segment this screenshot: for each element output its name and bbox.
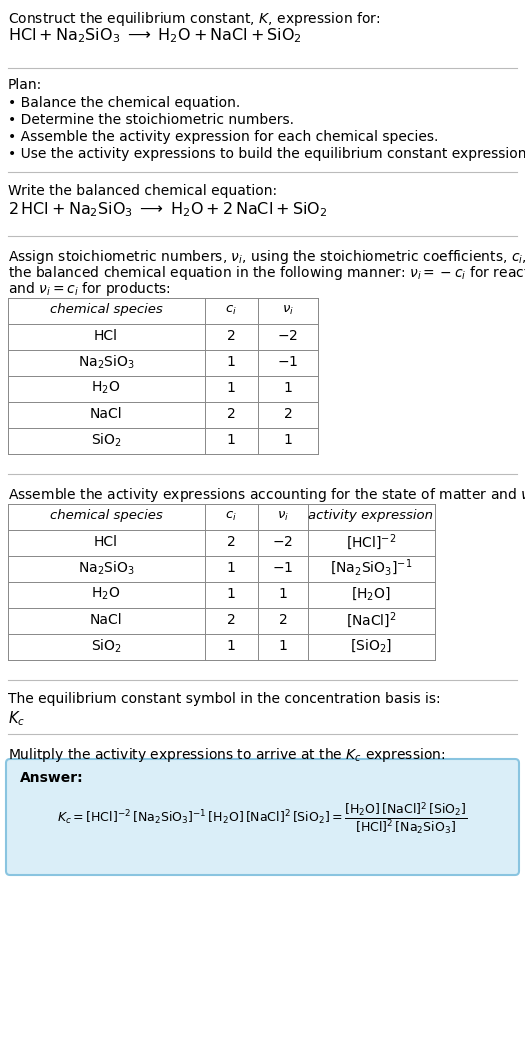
Text: 1: 1 — [227, 561, 235, 575]
Text: $\mathrm{Na_2SiO_3}$: $\mathrm{Na_2SiO_3}$ — [78, 353, 134, 370]
Text: $[\mathrm{SiO_2}]$: $[\mathrm{SiO_2}]$ — [350, 637, 392, 654]
FancyBboxPatch shape — [6, 759, 519, 875]
Text: 1: 1 — [284, 381, 292, 395]
Text: Answer:: Answer: — [20, 771, 83, 785]
Text: chemical species: chemical species — [50, 510, 162, 522]
Text: 1: 1 — [227, 587, 235, 601]
Text: $-1$: $-1$ — [277, 355, 299, 369]
Text: $K_c$: $K_c$ — [8, 709, 25, 728]
Text: 2: 2 — [227, 613, 235, 627]
Text: $[\mathrm{H_2O}]$: $[\mathrm{H_2O}]$ — [351, 585, 391, 602]
Text: $\mathrm{SiO_2}$: $\mathrm{SiO_2}$ — [90, 431, 121, 449]
Text: Write the balanced chemical equation:: Write the balanced chemical equation: — [8, 184, 277, 198]
Text: $\mathrm{Na_2SiO_3}$: $\mathrm{Na_2SiO_3}$ — [78, 560, 134, 577]
Text: Assemble the activity expressions accounting for the state of matter and $\nu_i$: Assemble the activity expressions accoun… — [8, 486, 525, 504]
Text: 2: 2 — [227, 535, 235, 549]
Text: HCl: HCl — [94, 535, 118, 549]
Text: Construct the equilibrium constant, $K$, expression for:: Construct the equilibrium constant, $K$,… — [8, 10, 381, 28]
Text: chemical species: chemical species — [50, 303, 162, 316]
Text: 1: 1 — [227, 355, 235, 369]
Text: 1: 1 — [284, 433, 292, 447]
Text: $-2$: $-2$ — [278, 329, 299, 343]
Text: activity expression: activity expression — [309, 510, 434, 522]
Text: HCl: HCl — [94, 329, 118, 343]
Text: and $\nu_i = c_i$ for products:: and $\nu_i = c_i$ for products: — [8, 280, 171, 298]
Text: 2: 2 — [284, 408, 292, 421]
Text: $c_i$: $c_i$ — [225, 303, 237, 317]
Text: $\nu_i$: $\nu_i$ — [277, 510, 289, 522]
Text: $\mathrm{H_2O}$: $\mathrm{H_2O}$ — [91, 586, 121, 602]
Text: $-2$: $-2$ — [272, 535, 293, 549]
Text: $K_c = [\mathrm{HCl}]^{-2}\,[\mathrm{Na_2SiO_3}]^{-1}\,[\mathrm{H_2O}]\,[\mathrm: $K_c = [\mathrm{HCl}]^{-2}\,[\mathrm{Na_… — [57, 800, 467, 836]
Text: $c_i$: $c_i$ — [225, 510, 237, 522]
Text: 1: 1 — [227, 433, 235, 447]
Text: $[\mathrm{NaCl}]^{2}$: $[\mathrm{NaCl}]^{2}$ — [345, 610, 396, 630]
Text: $\mathrm{SiO_2}$: $\mathrm{SiO_2}$ — [90, 637, 121, 654]
Text: 1: 1 — [279, 639, 288, 653]
Text: Assign stoichiometric numbers, $\nu_i$, using the stoichiometric coefficients, $: Assign stoichiometric numbers, $\nu_i$, … — [8, 248, 525, 266]
Text: $[\mathrm{HCl}]^{-2}$: $[\mathrm{HCl}]^{-2}$ — [346, 532, 396, 552]
Text: $\nu_i$: $\nu_i$ — [282, 303, 294, 317]
Text: $\mathrm{HCl + Na_2SiO_3 \;\longrightarrow\; H_2O + NaCl + SiO_2}$: $\mathrm{HCl + Na_2SiO_3 \;\longrightarr… — [8, 26, 302, 45]
Text: 2: 2 — [227, 329, 235, 343]
Text: Plan:: Plan: — [8, 78, 42, 92]
Text: • Assemble the activity expression for each chemical species.: • Assemble the activity expression for e… — [8, 130, 438, 144]
Text: Mulitply the activity expressions to arrive at the $K_c$ expression:: Mulitply the activity expressions to arr… — [8, 746, 445, 764]
Text: 1: 1 — [227, 639, 235, 653]
Text: the balanced chemical equation in the following manner: $\nu_i = -c_i$ for react: the balanced chemical equation in the fo… — [8, 264, 525, 282]
Text: NaCl: NaCl — [90, 613, 122, 627]
Text: NaCl: NaCl — [90, 408, 122, 421]
Text: • Balance the chemical equation.: • Balance the chemical equation. — [8, 96, 240, 110]
Text: The equilibrium constant symbol in the concentration basis is:: The equilibrium constant symbol in the c… — [8, 692, 440, 706]
Text: 2: 2 — [227, 408, 235, 421]
Text: $\mathrm{H_2O}$: $\mathrm{H_2O}$ — [91, 380, 121, 396]
Text: 1: 1 — [279, 587, 288, 601]
Text: 1: 1 — [227, 381, 235, 395]
Text: $-1$: $-1$ — [272, 561, 293, 575]
Text: • Determine the stoichiometric numbers.: • Determine the stoichiometric numbers. — [8, 113, 294, 127]
Text: • Use the activity expressions to build the equilibrium constant expression.: • Use the activity expressions to build … — [8, 147, 525, 161]
Text: $[\mathrm{Na_2SiO_3}]^{-1}$: $[\mathrm{Na_2SiO_3}]^{-1}$ — [330, 558, 412, 578]
Text: $\mathrm{2\,HCl + Na_2SiO_3 \;\longrightarrow\; H_2O + 2\,NaCl + SiO_2}$: $\mathrm{2\,HCl + Na_2SiO_3 \;\longright… — [8, 200, 328, 219]
Text: 2: 2 — [279, 613, 287, 627]
